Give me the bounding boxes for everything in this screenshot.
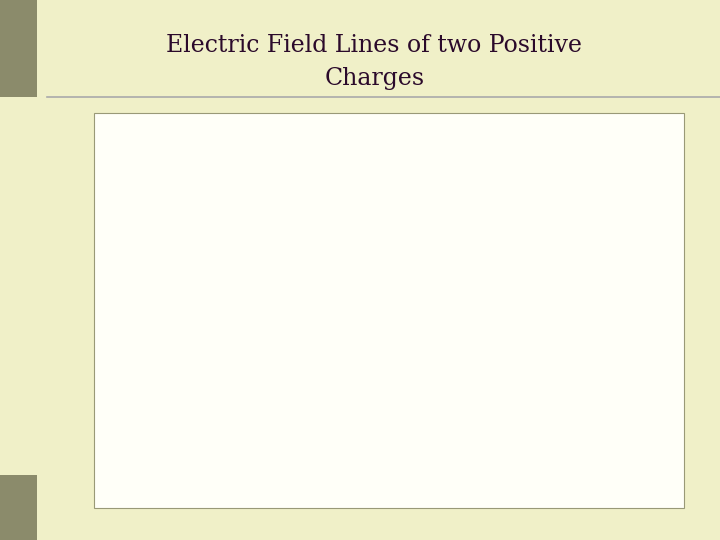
Text: $E_{net}$: $E_{net}$: [393, 235, 411, 247]
Text: $E_{net}$: $E_{net}$: [570, 241, 588, 253]
Text: +: +: [277, 301, 292, 320]
Circle shape: [480, 298, 505, 323]
Text: Charges: Charges: [324, 67, 425, 90]
Text: $E_{net}$: $E_{net}$: [497, 381, 516, 393]
Text: $E_{net}$: $E_{net}$: [289, 228, 307, 240]
Text: $E_{net}$: $E_{net}$: [497, 228, 516, 240]
Text: Electric Field Lines of two Positive: Electric Field Lines of two Positive: [166, 35, 582, 57]
Text: $E_{net}$: $E_{net}$: [570, 371, 588, 383]
Text: +: +: [485, 301, 500, 320]
Text: $E_{net}$: $E_{net}$: [611, 296, 629, 308]
Text: $E_{net}$: $E_{net}$: [186, 241, 204, 253]
Text: $E_{net}$: $E_{net}$: [289, 381, 307, 393]
Text: $E_{net}$: $E_{net}$: [106, 296, 124, 308]
Text: $E_{net}$: $E_{net}$: [393, 374, 411, 386]
Text: $E_{net}$: $E_{net}$: [186, 371, 204, 383]
Circle shape: [272, 298, 297, 323]
